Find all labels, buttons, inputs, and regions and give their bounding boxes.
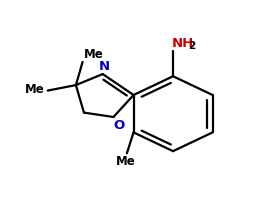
- Text: NH: NH: [172, 37, 194, 50]
- Text: Me: Me: [84, 48, 104, 61]
- Text: 2: 2: [188, 41, 195, 51]
- Text: Me: Me: [116, 155, 136, 168]
- Text: Me: Me: [25, 83, 45, 96]
- Text: O: O: [113, 119, 124, 132]
- Text: N: N: [98, 60, 110, 73]
